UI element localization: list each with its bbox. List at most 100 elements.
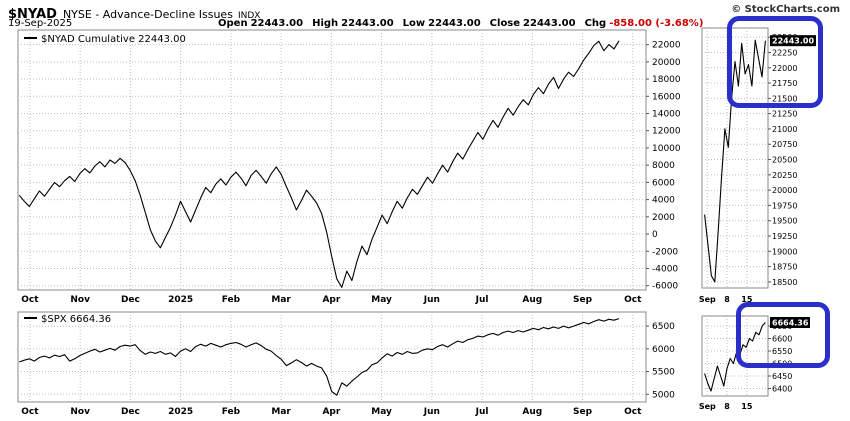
- svg-text:Jul: Jul: [475, 407, 489, 417]
- svg-text:16000: 16000: [652, 92, 681, 102]
- svg-text:Dec: Dec: [121, 295, 140, 305]
- svg-text:6550: 6550: [772, 347, 792, 356]
- nyad-zoom-plot: Sep8152250022250220002175021500212502100…: [699, 27, 816, 304]
- svg-text:-6000: -6000: [652, 282, 678, 292]
- svg-text:20750: 20750: [772, 140, 797, 149]
- svg-text:21750: 21750: [772, 79, 797, 88]
- close-value: 22443.00: [523, 18, 576, 29]
- svg-text:6500: 6500: [652, 322, 675, 332]
- nyad-highlight-box: [727, 16, 823, 108]
- spx-highlight-box: [736, 302, 830, 368]
- svg-text:2000: 2000: [652, 213, 675, 223]
- svg-text:May: May: [371, 295, 392, 305]
- nyad-main-chart: Oct Nov Dec 2025 Feb Mar Apr May Jun Jul Aug Sep Oct…: [14, 28, 686, 310]
- svg-text:19000: 19000: [772, 247, 797, 256]
- svg-text:Apr: Apr: [322, 295, 340, 305]
- svg-text:4000: 4000: [652, 196, 675, 206]
- svg-text:22250: 22250: [772, 48, 797, 57]
- svg-text:6000: 6000: [652, 345, 675, 355]
- svg-text:22443.00: 22443.00: [772, 37, 814, 46]
- low-label: Low: [402, 18, 426, 29]
- svg-text:Oct: Oct: [21, 295, 39, 305]
- svg-text:2025: 2025: [168, 407, 193, 417]
- svg-text:Mar: Mar: [271, 295, 291, 305]
- nyad-main-plot: Oct Nov Dec 2025 Feb Mar Apr May Jun Jul Aug Sep Oct…: [17, 29, 681, 305]
- svg-text:Jul: Jul: [475, 295, 489, 305]
- symbol: $NYAD: [8, 7, 57, 22]
- copyright: © StockCharts.com: [731, 4, 840, 15]
- spx-main-chart: Oct Nov Dec 2025 Feb Mar Apr May Jun Jul Aug Sep Oct…: [14, 310, 686, 418]
- svg-text:Mar: Mar: [271, 407, 291, 417]
- svg-text:14000: 14000: [652, 110, 681, 120]
- low-value: 22443.00: [428, 18, 481, 29]
- svg-text:Apr: Apr: [322, 407, 340, 417]
- ohlc-quote: Open 22443.00 High 22443.00 Low 22443.00 Close…: [218, 18, 712, 29]
- svg-text:Feb: Feb: [222, 407, 241, 417]
- svg-text:Oct: Oct: [624, 407, 642, 417]
- svg-text:Aug: Aug: [522, 407, 542, 417]
- chart-header: $NYAD NYSE - Advance-Decline Issues INDX ©…: [8, 3, 844, 22]
- close-label: Close: [489, 18, 521, 29]
- spx-legend: $SPX 6664.36: [24, 314, 111, 325]
- chg-label: Chg: [584, 18, 607, 29]
- svg-text:10000: 10000: [652, 144, 681, 154]
- svg-text:15: 15: [741, 295, 753, 304]
- svg-text:Sep: Sep: [699, 402, 716, 411]
- svg-text:Sep: Sep: [699, 295, 716, 304]
- svg-text:Feb: Feb: [222, 295, 241, 305]
- svg-text:22000: 22000: [772, 64, 797, 73]
- svg-text:12000: 12000: [652, 127, 681, 137]
- quote-row: 19-Sep-2025 Open 22443.00 High 22443.00 Low 2…: [0, 18, 850, 31]
- high-value: 22443.00: [341, 18, 394, 29]
- svg-text:19250: 19250: [772, 232, 797, 241]
- svg-text:Dec: Dec: [121, 407, 140, 417]
- svg-text:18750: 18750: [772, 263, 797, 272]
- svg-text:Sep: Sep: [573, 407, 593, 417]
- svg-text:2025: 2025: [168, 295, 193, 305]
- svg-text:Jun: Jun: [423, 407, 440, 417]
- svg-text:6600: 6600: [772, 335, 792, 344]
- index-name: NYSE - Advance-Decline Issues: [62, 8, 233, 21]
- svg-text:-2000: -2000: [652, 247, 678, 257]
- spx-main-plot: Oct Nov Dec 2025 Feb Mar Apr May Jun Jul Aug Sep Oct…: [17, 311, 675, 417]
- svg-text:21250: 21250: [772, 110, 797, 119]
- svg-text:Aug: Aug: [522, 295, 542, 305]
- chart-date: 19-Sep-2025: [8, 18, 73, 29]
- svg-text:5000: 5000: [652, 390, 675, 400]
- spx-legend-text: $SPX 6664.36: [41, 314, 112, 325]
- svg-text:Oct: Oct: [21, 407, 39, 417]
- svg-text:20500: 20500: [772, 156, 797, 165]
- svg-text:22000: 22000: [652, 41, 681, 51]
- open-value: 22443.00: [250, 18, 304, 29]
- svg-text:18000: 18000: [652, 75, 681, 85]
- svg-text:8000: 8000: [652, 161, 675, 171]
- svg-text:5500: 5500: [652, 368, 675, 378]
- spx-zoom-plot: Sep8156650660065506500645064006664.36: [699, 315, 810, 411]
- svg-text:19500: 19500: [772, 217, 797, 226]
- nyad-legend: $NYAD Cumulative 22443.00: [24, 34, 186, 45]
- svg-text:6000: 6000: [652, 178, 675, 188]
- svg-text:20000: 20000: [772, 186, 797, 195]
- svg-text:21500: 21500: [772, 94, 797, 103]
- svg-text:Sep: Sep: [573, 295, 593, 305]
- spx-zoom-chart: Sep8156650660065506500645064006664.36: [698, 312, 850, 414]
- svg-text:21000: 21000: [772, 125, 797, 134]
- legend-line-icon: [24, 317, 37, 319]
- svg-text:Jun: Jun: [423, 295, 440, 305]
- svg-text:15: 15: [741, 402, 753, 411]
- svg-text:20000: 20000: [652, 58, 681, 68]
- svg-text:6664.36: 6664.36: [772, 319, 809, 328]
- svg-text:6400: 6400: [772, 385, 792, 394]
- exchange-label: INDX: [237, 11, 261, 21]
- svg-text:May: May: [371, 407, 392, 417]
- nyad-legend-text: $NYAD Cumulative 22443.00: [41, 34, 186, 45]
- svg-text:8: 8: [724, 295, 730, 304]
- svg-text:18500: 18500: [772, 278, 797, 287]
- svg-text:19750: 19750: [772, 201, 797, 210]
- svg-text:8: 8: [724, 402, 730, 411]
- nyad-zoom-chart: Sep8152250022250220002175021500212502100…: [698, 22, 850, 308]
- chg-value: -858.00 (-3.68%): [609, 18, 704, 29]
- svg-text:Nov: Nov: [70, 407, 90, 417]
- svg-text:-4000: -4000: [652, 264, 678, 274]
